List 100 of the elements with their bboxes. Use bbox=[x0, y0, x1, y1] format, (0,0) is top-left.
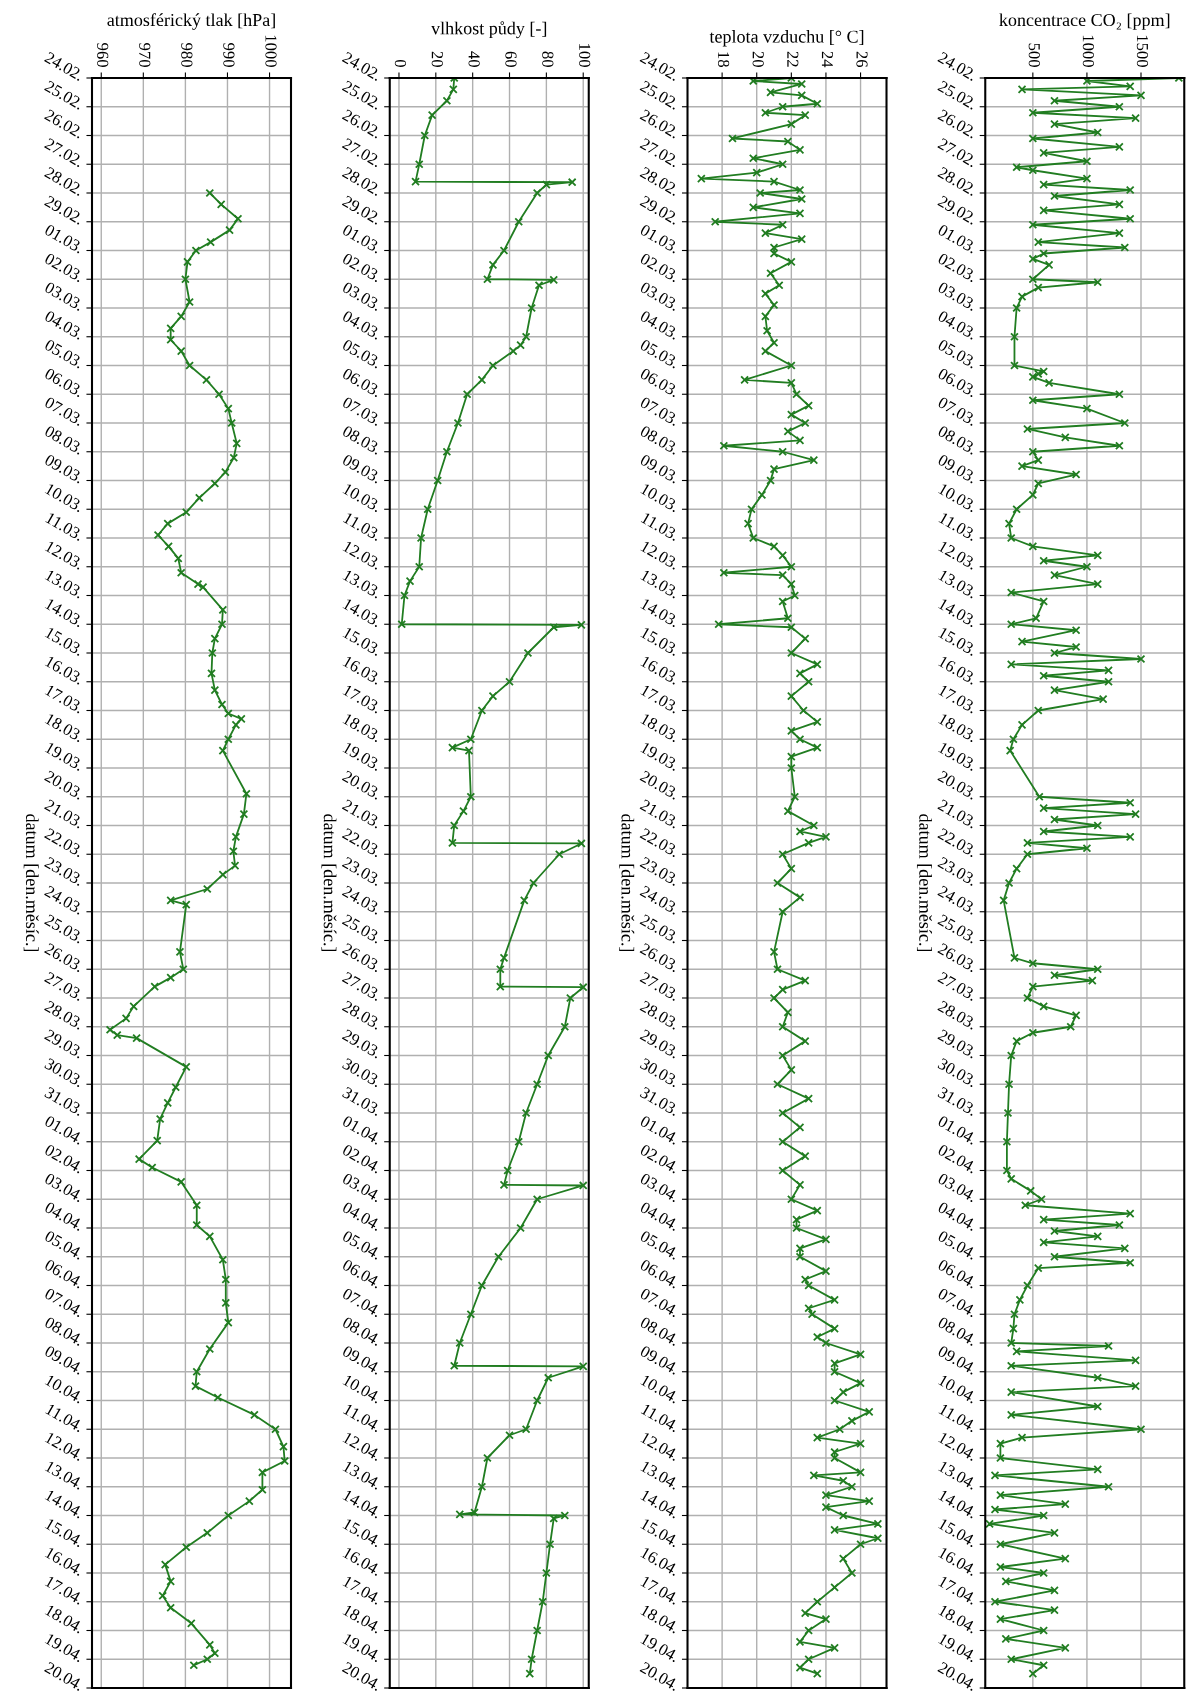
y-tick-label: 16.04. bbox=[937, 1546, 978, 1577]
y-tick-label: 18.04. bbox=[44, 1604, 85, 1634]
y-tick-label: 15.04. bbox=[937, 1518, 978, 1548]
y-tick-label: 11.03. bbox=[938, 512, 978, 542]
y-tick-label: 14.03. bbox=[640, 598, 680, 628]
y-tick-label: 17.04. bbox=[44, 1575, 85, 1605]
y-tick-label: 03.04. bbox=[341, 1172, 382, 1203]
y-tick-label: 17.03. bbox=[342, 684, 382, 714]
y-tick-label: 11.03. bbox=[342, 512, 382, 542]
x-tick-label: 60 bbox=[505, 51, 517, 67]
y-tick-label: 17.04. bbox=[640, 1575, 680, 1605]
y-tick-label: 15.03. bbox=[937, 626, 978, 657]
y-tick-label: 17.03. bbox=[937, 684, 978, 714]
y-tick-label: 18.03. bbox=[342, 713, 382, 743]
y-axis-title: datum [den.měsíc.] bbox=[23, 814, 39, 952]
y-tick-label: 11.04. bbox=[640, 1403, 680, 1433]
x-tick-label: 24 bbox=[821, 51, 833, 68]
x-tick-label: 970 bbox=[139, 43, 151, 67]
x-axis-title: atmosférický tlak [hPa] bbox=[107, 13, 275, 30]
y-tick-label: 18.03. bbox=[640, 713, 680, 743]
x-tick-label: 40 bbox=[468, 51, 480, 67]
y-tick-label: 17.03. bbox=[44, 684, 85, 714]
x-tick-label: 1500 bbox=[1136, 35, 1149, 67]
y-tick-label: 16.03. bbox=[342, 655, 382, 685]
y-tick-label: 11.03. bbox=[45, 512, 85, 542]
y-tick-label: 10.03. bbox=[937, 483, 978, 513]
y-axis-title: datum [den.měsíc.] bbox=[321, 814, 337, 952]
y-tick-label: 15.04. bbox=[44, 1518, 85, 1548]
y-tick-label: 15.04. bbox=[640, 1518, 680, 1548]
y-tick-label: 16.04. bbox=[342, 1546, 382, 1577]
x-tick-label: 980 bbox=[181, 43, 193, 67]
y-tick-label: 13.03. bbox=[342, 569, 382, 599]
y-tick-label: 16.04. bbox=[640, 1546, 680, 1577]
y-tick-label: 14.04. bbox=[640, 1489, 680, 1519]
y-tick-label: 07.04. bbox=[341, 1287, 382, 1318]
y-tick-label: 07.04. bbox=[43, 1287, 85, 1318]
y-tick-label: 12.03. bbox=[937, 540, 978, 570]
y-tick-label: 19.04. bbox=[937, 1633, 978, 1663]
y-tick-label: 12.03. bbox=[342, 540, 382, 570]
y-tick-label: 13.03. bbox=[640, 569, 680, 599]
y-tick-label: 14.04. bbox=[937, 1489, 978, 1519]
y-tick-label: 14.03. bbox=[342, 598, 382, 628]
y-tick-label: 14.04. bbox=[342, 1489, 382, 1519]
y-tick-label: 15.03. bbox=[640, 626, 680, 657]
y-tick-label: 19.03. bbox=[640, 741, 680, 772]
y-tick-label: 11.04. bbox=[342, 1403, 382, 1433]
y-tick-label: 13.04. bbox=[44, 1460, 85, 1490]
y-tick-label: 13.04. bbox=[937, 1460, 978, 1490]
y-tick-label: 19.04. bbox=[640, 1633, 680, 1663]
y-tick-label: 06.03. bbox=[341, 367, 382, 398]
y-tick-label: 18.04. bbox=[342, 1604, 382, 1634]
y-tick-label: 17.03. bbox=[640, 684, 680, 714]
y-tick-label: 12.04. bbox=[937, 1431, 978, 1462]
y-tick-label: 19.04. bbox=[44, 1633, 85, 1663]
y-tick-label: 15.03. bbox=[342, 626, 382, 657]
x-axis-title: koncentrace CO₂ [ppm] bbox=[999, 13, 1170, 30]
x-tick-label: 1000 bbox=[265, 35, 277, 67]
y-tick-label: 14.03. bbox=[937, 598, 978, 628]
x-tick-label: 500 bbox=[1028, 43, 1040, 67]
x-axis-title: teplota vzduchu [° C] bbox=[709, 30, 864, 47]
x-tick-label: 990 bbox=[223, 43, 235, 67]
y-tick-label: 18.04. bbox=[640, 1604, 680, 1634]
y-tick-label: 11.03. bbox=[640, 512, 680, 542]
x-tick-label: 18 bbox=[717, 52, 730, 67]
y-tick-label: 11.04. bbox=[938, 1403, 978, 1433]
x-tick-label: 22 bbox=[787, 51, 799, 67]
y-tick-label: 10.04. bbox=[342, 1374, 382, 1404]
y-tick-label: 18.03. bbox=[44, 713, 85, 743]
y-tick-label: 19.03. bbox=[44, 741, 85, 772]
y-tick-label: 15.03. bbox=[44, 626, 85, 657]
y-tick-label: 16.03. bbox=[44, 655, 85, 685]
y-tick-label: 12.04. bbox=[640, 1431, 680, 1462]
y-tick-label: 10.03. bbox=[44, 483, 85, 513]
y-tick-label: 15.04. bbox=[342, 1518, 382, 1548]
y-tick-label: 16.03. bbox=[937, 655, 978, 685]
y-tick-label: 13.03. bbox=[44, 569, 85, 599]
y-tick-label: 18.03. bbox=[937, 713, 978, 743]
y-tick-label: 02.03. bbox=[341, 252, 382, 283]
y-tick-label: 12.04. bbox=[44, 1431, 85, 1462]
y-tick-label: 16.04. bbox=[44, 1546, 85, 1577]
y-tick-label: 02.03. bbox=[43, 252, 85, 283]
x-tick-label: 20 bbox=[752, 51, 764, 67]
y-tick-label: 18.04. bbox=[937, 1604, 978, 1634]
y-tick-label: 19.04. bbox=[342, 1633, 382, 1663]
y-tick-label: 12.04. bbox=[342, 1431, 382, 1462]
x-tick-label: 20 bbox=[431, 51, 443, 67]
y-tick-label: 13.03. bbox=[937, 569, 978, 599]
x-tick-label: 0 bbox=[394, 59, 407, 67]
x-tick-label: 1000 bbox=[1082, 35, 1094, 67]
x-tick-label: 960 bbox=[97, 43, 109, 67]
y-axis-title: datum [den.měsíc.] bbox=[619, 814, 635, 952]
y-tick-label: 17.04. bbox=[342, 1575, 382, 1605]
y-tick-label: 13.04. bbox=[640, 1460, 680, 1490]
y-tick-label: 11.04. bbox=[45, 1403, 85, 1433]
y-tick-label: 12.03. bbox=[44, 540, 85, 570]
y-tick-label: 19.03. bbox=[342, 741, 382, 772]
y-tick-label: 14.04. bbox=[44, 1489, 85, 1519]
y-tick-label: 17.04. bbox=[937, 1575, 978, 1605]
y-tick-label: 03.04. bbox=[43, 1172, 85, 1203]
y-tick-label: 16.03. bbox=[640, 655, 680, 685]
